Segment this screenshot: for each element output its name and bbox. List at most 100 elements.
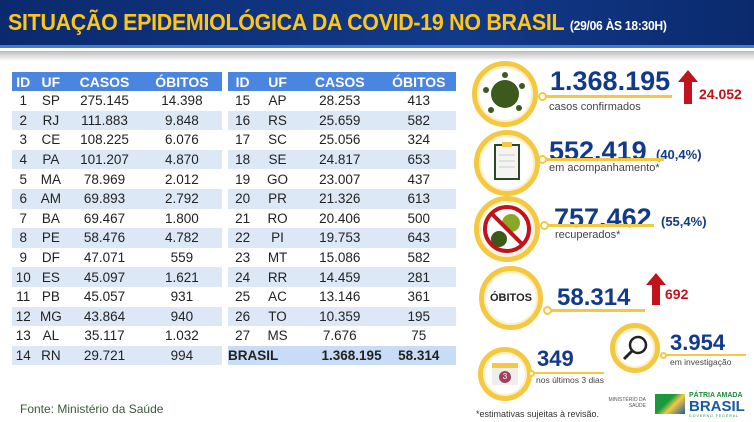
table-cell: MT — [267, 250, 288, 266]
table-cell: 23.007 — [319, 171, 361, 187]
table-cell: 9 — [19, 250, 28, 266]
table-cell: 3 — [19, 132, 28, 148]
table-row: 13 AL 35.117 1.032 — [12, 326, 222, 346]
table-cell: 5 — [19, 171, 28, 187]
table-cell: 1.800 — [165, 210, 199, 226]
table-row: 21 RO 20.406 500 — [228, 209, 456, 229]
table-row: 8 PE 58.476 4.782 — [12, 228, 222, 248]
total-row: BRASIL 1.368.195 58.314 — [228, 345, 456, 366]
table-cell: 78.969 — [83, 171, 126, 187]
table-row: 3 CE 108.225 6.076 — [12, 130, 222, 150]
table-cell: PB — [41, 289, 60, 305]
table-cell: CE — [41, 132, 61, 148]
table-cell: 2.792 — [141, 188, 222, 209]
table-row: 2 RJ 111.883 9.848 — [12, 110, 222, 131]
monitoring-label: em acompanhamento* — [549, 162, 660, 174]
virus-icon — [472, 61, 538, 127]
title-bar: SITUAÇÃO EPIDEMIOLÓGICA DA COVID-19 NO B… — [0, 0, 754, 48]
table-cell: 69.467 — [83, 210, 126, 226]
table-cell: 45.057 — [83, 289, 126, 305]
table-cell: 20 — [228, 188, 258, 209]
table-row: 9 DF 47.071 559 — [12, 248, 222, 268]
table-cell: 23 — [235, 250, 251, 266]
connector-line — [546, 95, 672, 98]
table-cell: 24 — [228, 267, 258, 287]
table-cell: SE — [257, 149, 298, 170]
ministry-logo: MINISTÉRIO DA SAÚDE — [608, 397, 646, 409]
last3-value: 349 — [537, 346, 574, 371]
table-cell: 559 — [170, 250, 194, 266]
table-cell: 6.076 — [165, 132, 199, 148]
table-cell: 14 — [12, 345, 35, 366]
table-cell: 195 — [381, 306, 456, 327]
connector-line — [548, 224, 654, 227]
table-cell: 281 — [381, 267, 456, 287]
table-cell: 2 — [12, 110, 35, 131]
table-cell: SP — [41, 93, 60, 109]
table-cell: 8 — [12, 228, 35, 248]
column-header: ÓBITOS — [381, 72, 456, 91]
table-cell: 26 — [228, 306, 258, 327]
table-cell: 69.893 — [67, 188, 142, 209]
table-cell: 19.753 — [297, 228, 382, 248]
table-cell: RS — [257, 110, 298, 131]
table-cell: PR — [257, 188, 298, 209]
deaths-increase: 692 — [665, 286, 689, 302]
table-cell: 500 — [407, 210, 431, 226]
recovered-value: 757.462 — [554, 203, 652, 233]
table-cell: 9.848 — [141, 110, 222, 131]
table-row: 4 PA 101.207 4.870 — [12, 149, 222, 170]
column-header: ID — [228, 72, 258, 91]
table-cell: TO — [257, 306, 298, 327]
table-cell: MS — [267, 328, 288, 344]
table-row: 11 PB 45.057 931 — [12, 287, 222, 307]
total-obitos: 58.314 — [381, 345, 456, 366]
table-cell: 21.326 — [297, 188, 382, 209]
table-cell: 12 — [12, 306, 35, 327]
table-cell: 582 — [381, 110, 456, 131]
table-cell: 582 — [407, 250, 431, 266]
table-row: 14 RN 29.721 994 — [12, 345, 222, 366]
table-cell: PI — [257, 228, 298, 248]
table-row: 22 PI 19.753 643 — [228, 228, 456, 248]
column-header: UF — [257, 72, 298, 91]
table-cell: 324 — [407, 132, 431, 148]
table-cell: 437 — [407, 171, 431, 187]
table-row: 1 SP 275.145 14.398 — [12, 91, 222, 111]
deaths-badge: ÓBITOS — [479, 266, 543, 330]
connector-line — [551, 309, 645, 312]
table-cell: 29.721 — [67, 345, 142, 366]
table-cell: 940 — [141, 306, 222, 327]
title-text: SITUAÇÃO EPIDEMIOLÓGICA DA COVID-19 NO B… — [8, 9, 565, 35]
table-cell: 25.659 — [297, 110, 382, 131]
table-cell: 18 — [228, 149, 258, 170]
table-cell: RJ — [34, 110, 68, 131]
table-cell: RN — [34, 345, 68, 366]
table-cell: GO — [267, 171, 289, 187]
gov-brasil: BRASIL — [689, 398, 745, 415]
deaths-badge-label: ÓBITOS — [490, 292, 532, 304]
table-row: 18 SE 24.817 653 — [228, 149, 456, 170]
gov-federal: GOVERNO FEDERAL — [689, 414, 740, 418]
date-stamp: (29/06 ÀS 18:30H) — [569, 18, 667, 33]
table-cell: 17 — [235, 132, 251, 148]
deaths-value: 58.314 — [557, 284, 631, 311]
calendar-icon: 3 — [478, 347, 532, 401]
table-cell: 58.476 — [67, 228, 142, 248]
table-cell: 24.817 — [297, 149, 382, 170]
table-cell: 643 — [381, 228, 456, 248]
table-cell: 10.359 — [297, 306, 382, 327]
recovered-pct: (55,4%) — [661, 214, 707, 229]
table-cell: 7 — [19, 210, 28, 226]
total-label: BRASIL — [228, 345, 298, 366]
table-cell: 111.883 — [67, 110, 142, 131]
table-cell: 13.146 — [319, 289, 361, 305]
recovered-label: recuperados* — [555, 229, 621, 241]
table-cell: 653 — [381, 149, 456, 170]
table-row: 19 GO 23.007 437 — [228, 169, 456, 189]
table-cell: RO — [267, 210, 288, 226]
table-cell: 2.012 — [165, 171, 199, 187]
table-cell: 108.225 — [80, 132, 129, 148]
table-cell: 15 — [235, 93, 251, 109]
monitoring-value: 552.419 — [549, 136, 647, 166]
